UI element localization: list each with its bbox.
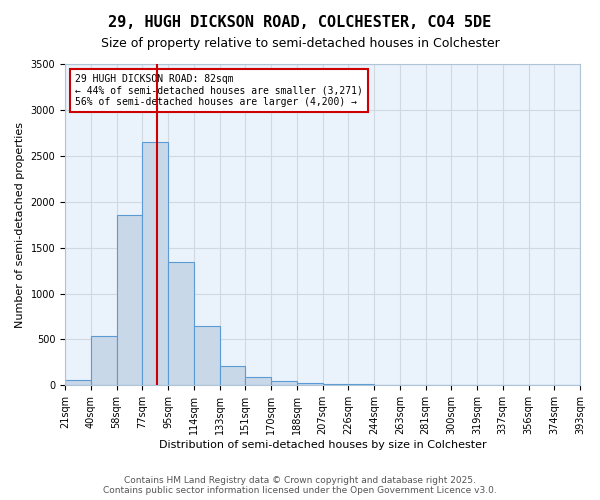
Bar [168, 262, 194, 386]
X-axis label: Distribution of semi-detached houses by size in Colchester: Distribution of semi-detached houses by … [159, 440, 487, 450]
Bar [65, 380, 91, 386]
Bar [297, 382, 323, 386]
Bar [220, 366, 245, 386]
Y-axis label: Number of semi-detached properties: Number of semi-detached properties [15, 122, 25, 328]
Bar [91, 336, 116, 386]
Bar [271, 381, 297, 386]
Bar [116, 216, 142, 386]
Bar [142, 142, 168, 386]
Bar [194, 326, 220, 386]
Text: Size of property relative to semi-detached houses in Colchester: Size of property relative to semi-detach… [101, 38, 499, 51]
Bar [348, 384, 374, 386]
Text: Contains HM Land Registry data © Crown copyright and database right 2025.
Contai: Contains HM Land Registry data © Crown c… [103, 476, 497, 495]
Text: 29, HUGH DICKSON ROAD, COLCHESTER, CO4 5DE: 29, HUGH DICKSON ROAD, COLCHESTER, CO4 5… [109, 15, 491, 30]
Bar [245, 377, 271, 386]
Text: 29 HUGH DICKSON ROAD: 82sqm
← 44% of semi-detached houses are smaller (3,271)
56: 29 HUGH DICKSON ROAD: 82sqm ← 44% of sem… [76, 74, 363, 107]
Bar [323, 384, 348, 386]
